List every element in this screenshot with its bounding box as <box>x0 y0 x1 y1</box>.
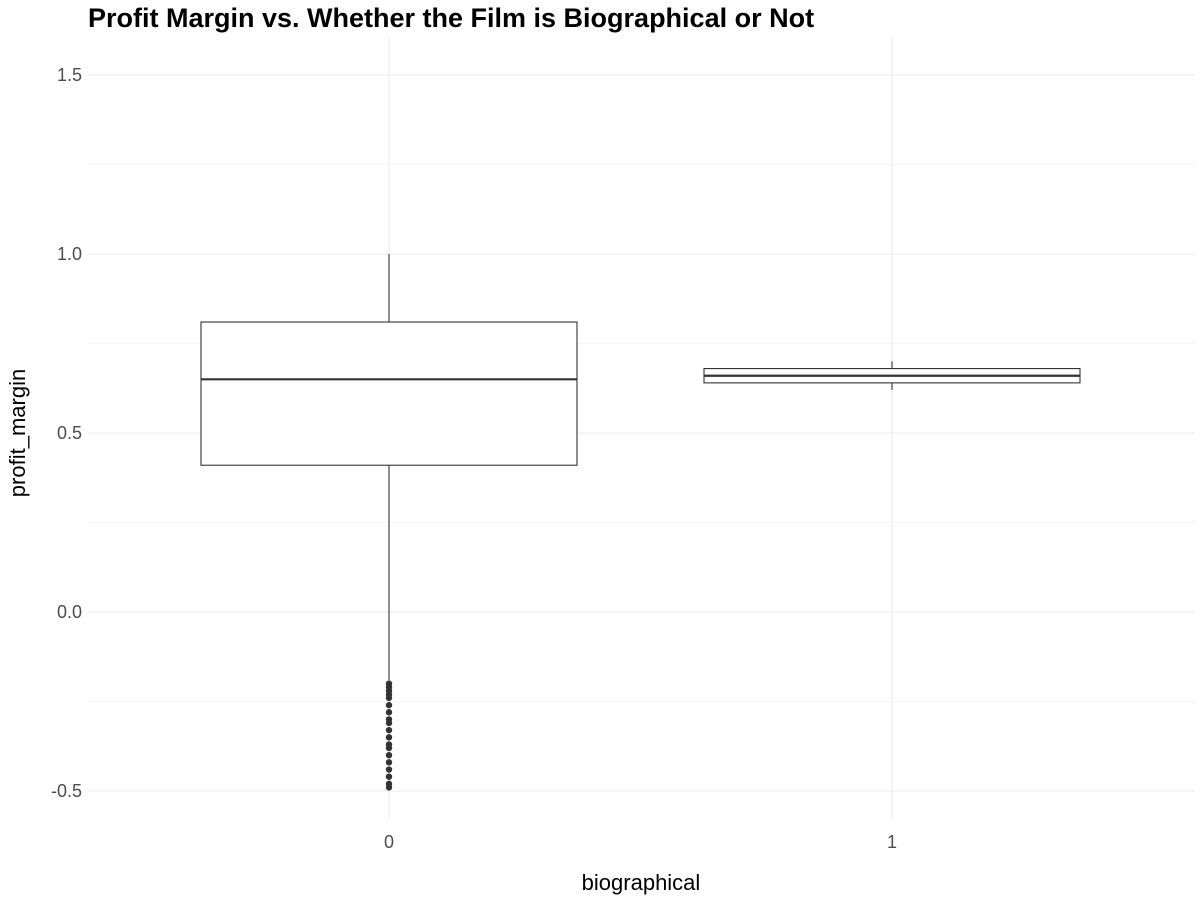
chart-title: Profit Margin vs. Whether the Film is Bi… <box>88 3 814 33</box>
x-axis-title: biographical <box>582 870 701 895</box>
boxplot-0 <box>200 254 578 791</box>
outlier-point <box>385 701 393 709</box>
outlier-point <box>385 709 393 716</box>
y-tick-label: 1.5 <box>57 65 82 85</box>
y-tick-label: 1.0 <box>57 244 82 264</box>
outlier-point <box>385 784 393 791</box>
iqr-box <box>200 321 578 466</box>
boxplot-1 <box>703 361 1081 391</box>
outlier-point <box>385 694 393 702</box>
outlier-point <box>385 752 393 759</box>
outlier-point <box>385 744 393 752</box>
outlier-point <box>385 773 393 780</box>
y-axis-title: profit_margin <box>5 369 30 497</box>
y-tick-label: 0.0 <box>57 602 82 622</box>
y-tick-label: 0.5 <box>57 423 82 443</box>
outlier-point <box>385 759 393 766</box>
outlier-point <box>385 726 393 734</box>
y-tick-label: -0.5 <box>51 781 82 801</box>
outlier-point <box>385 766 393 773</box>
x-tick-label: 0 <box>384 832 394 852</box>
outlier-point <box>385 719 393 727</box>
boxplots <box>200 254 1081 791</box>
x-tick-label: 1 <box>887 832 897 852</box>
axis-ticks: -0.5 0.0 0.5 1.0 1.5 0 1 <box>51 65 897 852</box>
outlier-point <box>385 734 393 741</box>
